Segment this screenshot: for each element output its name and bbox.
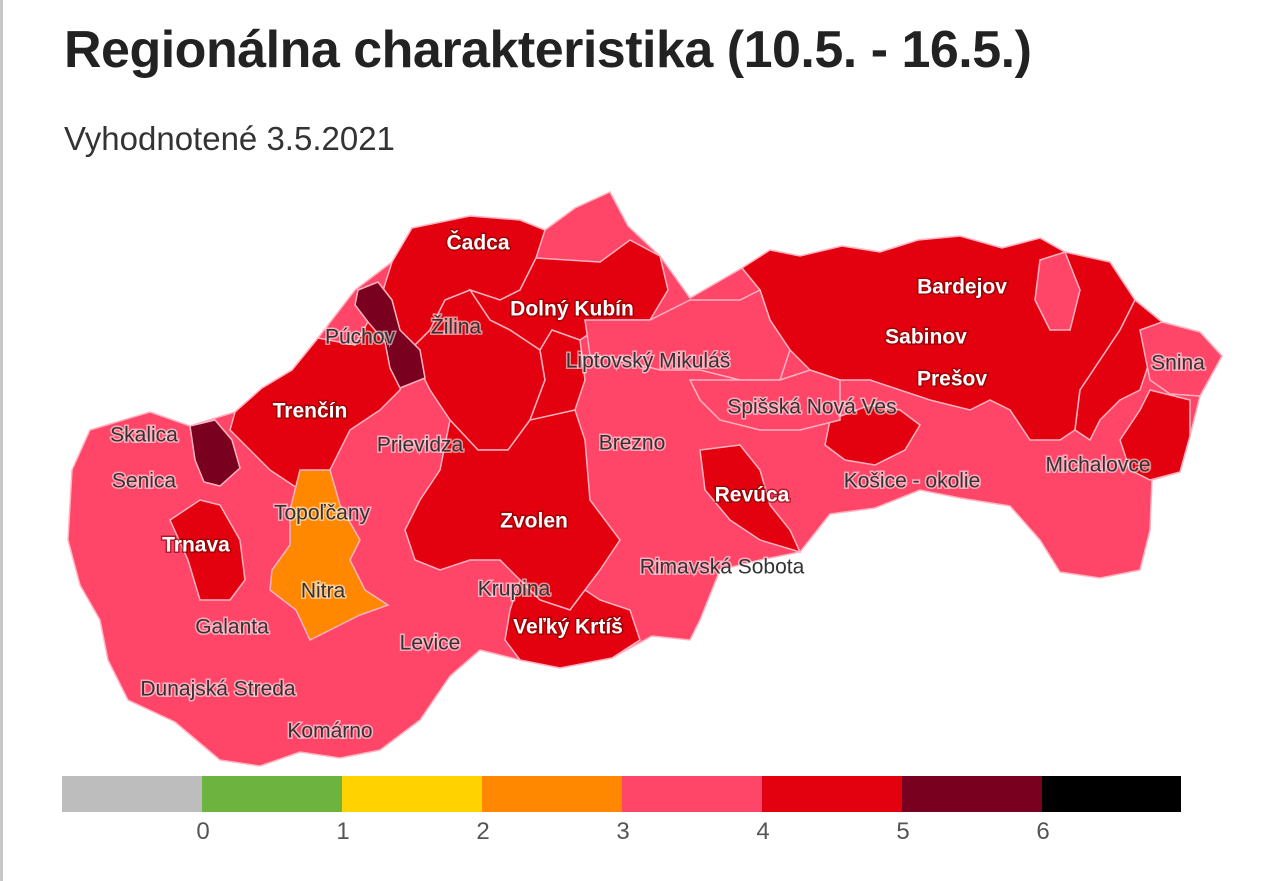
label-zilina: Žilina xyxy=(431,316,482,339)
label-dunajska-streda: Dunajská Streda xyxy=(140,678,296,701)
legend-tick-3: 3 xyxy=(616,818,630,845)
label-dolny-kubin: Dolný Kubín xyxy=(510,298,634,321)
label-revuca: Revúca xyxy=(715,484,790,507)
label-bardejov: Bardejov xyxy=(917,276,1007,299)
label-galanta: Galanta xyxy=(195,616,269,639)
level-3-inner-districts xyxy=(584,251,1223,431)
legend-tick-0: 0 xyxy=(196,818,210,845)
district-lipt-mikulas xyxy=(584,288,791,381)
legend-swatch-2 xyxy=(342,776,482,812)
label-brezno: Brezno xyxy=(599,432,666,455)
label-snina: Snina xyxy=(1151,352,1205,375)
label-cadca: Čadca xyxy=(446,231,509,255)
legend-swatch-1 xyxy=(202,776,342,812)
label-skalica: Skalica xyxy=(110,424,178,447)
level-5-districts xyxy=(189,281,426,487)
legend-swatch-7 xyxy=(1042,776,1181,812)
district-snina-pink xyxy=(1139,321,1223,397)
district-velky-krtis xyxy=(504,578,641,669)
label-senica: Senica xyxy=(112,470,177,493)
district-trencin xyxy=(229,298,411,491)
legend-tick-1: 1 xyxy=(336,818,350,845)
label-komarno: Komárno xyxy=(287,720,372,743)
label-trencin: Trenčín xyxy=(273,400,348,423)
legend-swatch-3 xyxy=(482,776,622,812)
district-sobrance xyxy=(1119,389,1191,481)
legend-tick-2: 2 xyxy=(476,818,490,845)
district-skalica xyxy=(189,419,241,487)
legend-tick-5: 5 xyxy=(896,818,910,845)
label-liptovsky-mikulas: Liptovský Mikuláš xyxy=(566,350,731,373)
map-title: Regionálna charakteristika (10.5. - 16.5… xyxy=(64,21,1032,79)
label-trnava: Trnava xyxy=(162,534,230,557)
legend-swatch-5 xyxy=(762,776,902,812)
label-prievidza: Prievidza xyxy=(377,434,464,457)
label-presov: Prešov xyxy=(917,368,987,391)
legend-tick-6: 6 xyxy=(1036,818,1050,845)
legend-swatch-0 xyxy=(62,776,202,812)
legend-swatch-4 xyxy=(622,776,762,812)
label-levice: Levice xyxy=(400,632,461,655)
district-east-pink xyxy=(1034,251,1081,331)
label-puchov: Púchov xyxy=(325,326,396,349)
level-2-districts xyxy=(269,469,390,642)
label-krupina: Krupina xyxy=(478,578,551,601)
region-labels: Čadca Dolný Kubín Púchov Žilina Liptovsk… xyxy=(109,229,1207,744)
label-rimavska-sobota: Rimavská Sobota xyxy=(640,556,805,579)
label-velky-krtis: Veľký Krtíš xyxy=(513,616,623,639)
label-topolcany: Topoľčany xyxy=(274,502,371,525)
left-border-rule xyxy=(0,0,3,881)
district-kosice-region xyxy=(824,404,921,466)
label-nitra: Nitra xyxy=(301,580,346,603)
label-michalovce: Michalovce xyxy=(1045,454,1150,477)
district-topolcany-nitra xyxy=(269,469,390,642)
district-revuca xyxy=(699,444,802,554)
legend-tick-4: 4 xyxy=(756,818,770,845)
label-kosice-okolie: Košice - okolie xyxy=(844,470,981,493)
label-zvolen: Zvolen xyxy=(500,510,568,533)
legend-swatch-6 xyxy=(902,776,1042,812)
label-sabinov: Sabinov xyxy=(885,326,967,349)
label-spisska-nova-ves: Spišská Nová Ves xyxy=(727,396,896,419)
district-puchov xyxy=(354,281,426,389)
district-spis xyxy=(688,369,841,431)
map-subtitle: Vyhodnotené 3.5.2021 xyxy=(64,120,395,157)
district-trnava xyxy=(169,499,246,601)
